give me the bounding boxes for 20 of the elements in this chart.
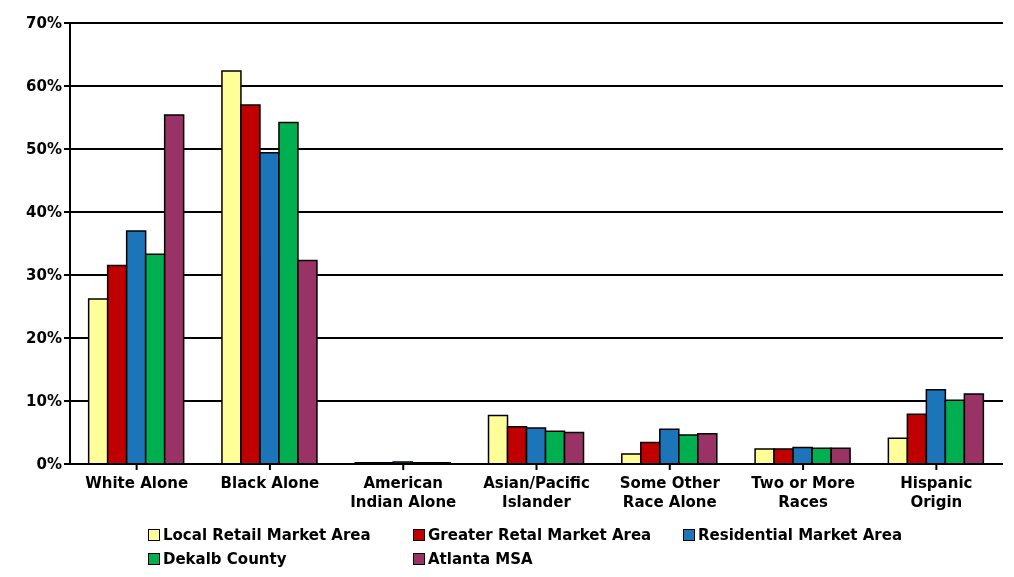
y-tick-label: 50%: [26, 140, 62, 159]
y-tick-label: 20%: [26, 329, 62, 348]
legend-label: Atlanta MSA: [428, 550, 533, 568]
legend-label: Greater Retal Market Area: [428, 526, 652, 544]
x-tick-label: Hispanic Origin: [900, 474, 973, 511]
legend-label: Local Retail Market Area: [163, 526, 371, 544]
y-tick-label: 10%: [26, 392, 62, 411]
x-tick-label: Asian/Pacific Islander: [483, 474, 590, 511]
legend-label: Dekalb County: [163, 550, 287, 568]
x-tick-label: American Indian Alone: [350, 474, 457, 511]
x-tick-label: White Alone: [85, 474, 189, 492]
legend-label: Residential Market Area: [698, 526, 903, 544]
y-tick-label: 30%: [26, 266, 62, 285]
y-tick-label: 70%: [26, 14, 62, 33]
x-tick-label: Two or More Races: [751, 474, 855, 511]
y-tick-label: 0%: [36, 455, 62, 474]
x-tick-label: Some Other Race Alone: [619, 474, 721, 511]
y-tick-label: 40%: [26, 203, 62, 222]
y-tick-label: 60%: [26, 77, 62, 96]
x-tick-label: Black Alone: [220, 474, 320, 492]
